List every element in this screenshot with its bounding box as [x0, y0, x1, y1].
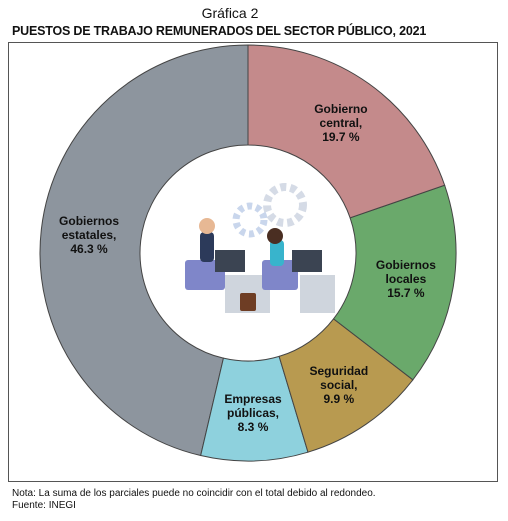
category-label: Gobiernos locales — [375, 257, 436, 286]
value-label: 8.3 % — [237, 419, 269, 434]
note: Nota: La suma de los parciales puede no … — [12, 488, 376, 499]
category-label: Gobiernos estatales, — [59, 213, 120, 242]
chart-subtitle: PUESTOS DE TRABAJO REMUNERADOS DEL SECTO… — [12, 24, 427, 38]
category-label: Gobierno central, — [314, 101, 368, 130]
illustration — [185, 183, 335, 313]
segment-label: Gobierno central, 19.7 % — [301, 102, 381, 144]
frame — [8, 42, 498, 482]
donut-segment — [332, 184, 457, 381]
category-label: Empresas públicas, — [224, 391, 282, 420]
category-label: Seguridad social, — [309, 363, 369, 392]
value-label: 19.7 % — [322, 129, 360, 144]
donut-segment — [278, 318, 414, 453]
source: Fuente: INEGI — [12, 500, 76, 511]
value-label: 15.7 % — [387, 285, 425, 300]
donut-segment — [247, 44, 446, 219]
value-label: 9.9 % — [323, 391, 355, 406]
chart-title: Gráfica 2 — [201, 5, 259, 21]
segment-label: Gobiernos estatales, 46.3 % — [49, 214, 129, 256]
donut-segment — [200, 355, 309, 462]
segment-label: Seguridad social, 9.9 % — [299, 364, 379, 406]
segment-label: Empresas públicas, 8.3 % — [213, 392, 293, 434]
donut-segment — [39, 44, 249, 457]
segment-label: Gobiernos locales 15.7 % — [366, 258, 446, 300]
value-label: 46.3 % — [70, 241, 108, 256]
